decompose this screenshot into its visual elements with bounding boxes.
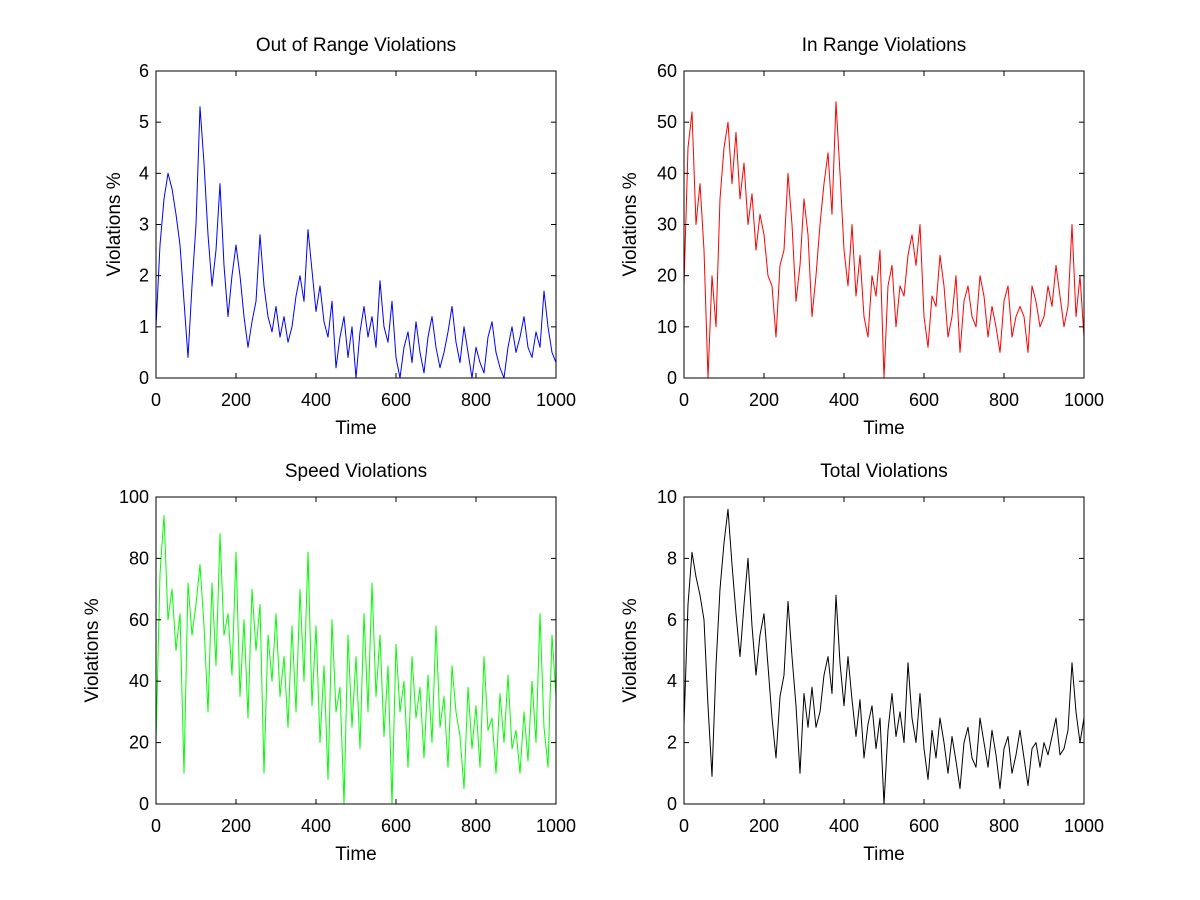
- subplot-title: Total Violations: [820, 461, 947, 482]
- x-tick-label: 1000: [536, 390, 576, 410]
- x-tick-label: 0: [151, 816, 161, 836]
- y-tick-label: 0: [139, 368, 149, 388]
- subplot-out-of-range: Out of Range Violations Time Violations …: [104, 35, 576, 439]
- y-tick-label: 10: [657, 487, 677, 507]
- subplot-title: In Range Violations: [802, 35, 966, 56]
- y-tick-label: 6: [667, 610, 677, 630]
- y-tick-label: 0: [667, 368, 677, 388]
- y-tick-label: 8: [667, 548, 677, 568]
- x-tick-label: 400: [829, 816, 859, 836]
- y-tick-label: 2: [667, 733, 677, 753]
- subplot-title: Out of Range Violations: [256, 35, 456, 56]
- x-tick-label: 200: [221, 390, 251, 410]
- series-line: [684, 101, 1084, 378]
- x-tick-label: 1000: [1064, 390, 1104, 410]
- y-tick-label: 4: [667, 671, 677, 691]
- y-tick-label: 60: [657, 61, 677, 81]
- y-tick-label: 6: [139, 61, 149, 81]
- y-tick-label: 40: [657, 163, 677, 183]
- x-tick-label: 1000: [536, 816, 576, 836]
- y-tick-label: 5: [139, 112, 149, 132]
- axes-frame: [683, 496, 1085, 805]
- y-tick-label: 0: [667, 794, 677, 814]
- x-tick-label: 200: [749, 816, 779, 836]
- y-axis-label: Violations %: [620, 598, 641, 702]
- series-line: [156, 106, 556, 378]
- x-tick-label: 400: [301, 390, 331, 410]
- axes-frame: [155, 70, 557, 379]
- y-tick-label: 20: [657, 266, 677, 286]
- y-tick-label: 4: [139, 163, 149, 183]
- x-tick-label: 800: [989, 816, 1019, 836]
- subplot-title: Speed Violations: [285, 461, 427, 482]
- x-tick-label: 200: [749, 390, 779, 410]
- y-tick-label: 1: [139, 317, 149, 337]
- series-line: [684, 508, 1084, 804]
- axes-frame: [155, 496, 557, 805]
- y-tick-label: 50: [657, 112, 677, 132]
- x-tick-label: 800: [461, 816, 491, 836]
- x-tick-label: 200: [221, 816, 251, 836]
- x-tick-label: 600: [909, 390, 939, 410]
- x-axis-label: Time: [863, 844, 905, 865]
- x-tick-label: 0: [679, 816, 689, 836]
- y-tick-label: 30: [657, 215, 677, 235]
- x-axis-label: Time: [335, 418, 377, 439]
- y-tick-label: 20: [129, 733, 149, 753]
- x-tick-label: 400: [301, 816, 331, 836]
- x-tick-label: 1000: [1064, 816, 1104, 836]
- subplot-total: Total Violations Time Violations % 0 200 4…: [620, 461, 1104, 865]
- axes-frame: [683, 70, 1085, 379]
- y-tick-label: 60: [129, 610, 149, 630]
- y-tick-label: 0: [139, 794, 149, 814]
- y-tick-label: 100: [119, 487, 149, 507]
- x-tick-label: 600: [381, 816, 411, 836]
- y-axis-label: Violations %: [620, 172, 641, 276]
- x-tick-label: 400: [829, 390, 859, 410]
- x-tick-label: 800: [461, 390, 491, 410]
- x-tick-label: 0: [151, 390, 161, 410]
- x-tick-label: 600: [381, 390, 411, 410]
- series-line: [156, 514, 556, 804]
- y-axis-label: Violations %: [104, 172, 125, 276]
- y-tick-label: 3: [139, 215, 149, 235]
- subplot-speed: Speed Violations Time Violations % 0 200 4…: [82, 461, 576, 865]
- y-axis-label: Violations %: [82, 598, 103, 702]
- subplot-in-range: In Range Violations Time Violations % 0 2…: [620, 35, 1104, 439]
- y-tick-label: 10: [657, 317, 677, 337]
- x-axis-label: Time: [863, 418, 905, 439]
- x-tick-label: 800: [989, 390, 1019, 410]
- x-tick-label: 600: [909, 816, 939, 836]
- x-axis-label: Time: [335, 844, 377, 865]
- y-tick-label: 40: [129, 671, 149, 691]
- y-tick-label: 80: [129, 548, 149, 568]
- y-tick-label: 2: [139, 266, 149, 286]
- x-tick-label: 0: [679, 390, 689, 410]
